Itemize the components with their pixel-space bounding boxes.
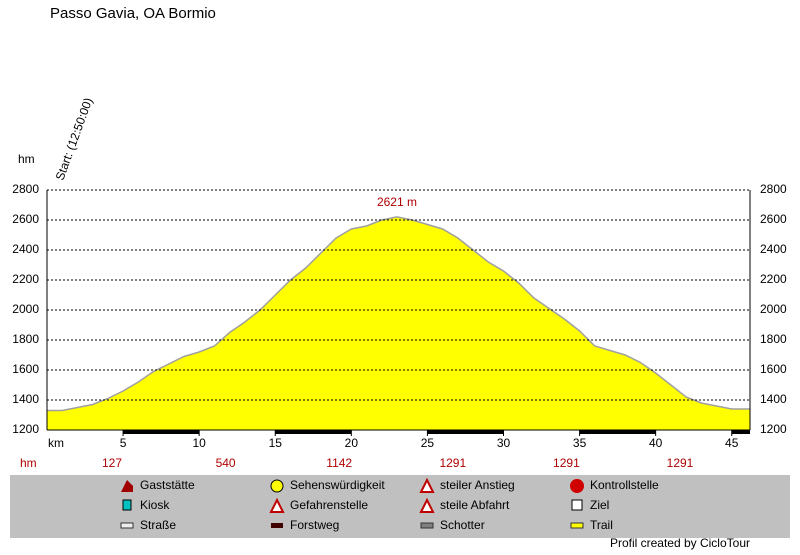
y-tick-label: 2000 [12,302,39,316]
y2-tick-label: 2000 [760,302,787,316]
hm-value: 1291 [667,456,694,470]
footer: Profil created by CicloTour [610,536,750,550]
icon-gefahrenstelle [269,497,285,513]
legend-label: Gaststätte [140,478,195,492]
profile-line [47,216,750,412]
legend-label: Trail [590,518,613,532]
legend-label: Straße [140,518,176,532]
y-tick-label: 2400 [12,242,39,256]
km-band [427,430,504,434]
hm-row-label: hm [20,456,37,470]
y-tick-label: 2600 [12,212,39,226]
y-tick-label: 2800 [12,182,39,196]
icon-gaststaette [121,480,133,492]
icon-sehenswuerdigkeit [270,479,284,493]
x-tick-label: 10 [192,436,206,450]
y2-tick-label: 1800 [760,332,787,346]
x-tick-label: 15 [269,436,283,450]
x-tick-label: 25 [421,436,435,450]
legend-label: Kiosk [140,498,170,512]
km-band [275,430,352,434]
icon-ziel [571,499,583,511]
x-tick-label: 40 [649,436,663,450]
legend-label: Schotter [440,518,485,532]
km-band [731,430,750,434]
y2-tick-label: 2200 [760,272,787,286]
legend-icons [120,477,584,529]
icon-strasse [120,522,134,529]
hm-value: 127 [102,456,122,470]
x-axis-label: km [48,436,64,450]
legend-label: Ziel [590,498,609,512]
km-band [579,430,656,434]
legend-label: Sehenswürdigkeit [290,478,385,492]
legend-label: steiler Anstieg [440,478,515,492]
icon-forstweg [271,523,283,528]
icon-kontrollstelle [570,479,584,493]
y2-tick-label: 1400 [760,392,787,406]
hm-value: 540 [216,456,236,470]
legend-label: Gefahrenstelle [290,498,368,512]
y2-tick-label: 2600 [760,212,787,226]
legend-label: Kontrollstelle [590,478,659,492]
legend-label: Forstweg [290,518,339,532]
icon-steile-abfahrt [419,497,435,513]
y2-tick-label: 2400 [760,242,787,256]
x-tick-label: 35 [573,436,587,450]
y-tick-label: 1800 [12,332,39,346]
icon-kiosk [122,499,132,511]
start-label: Start: (12:50:00) [53,96,96,182]
icon-steiler-anstieg [419,477,435,493]
icon-schotter [420,522,434,529]
y-tick-label: 1400 [12,392,39,406]
km-band [123,430,200,434]
legend-box [10,475,790,538]
chart-title: Passo Gavia, OA Bormio [50,5,216,22]
y-axis-label: hm [18,152,35,166]
x-tick-label: 45 [725,436,739,450]
peak-label: 2621 m [377,195,417,209]
y-tick-label: 1600 [12,362,39,376]
y-tick-label: 1200 [12,422,39,436]
x-tick-label: 5 [120,436,127,450]
y2-tick-label: 1200 [760,422,787,436]
legend-label: steile Abfahrt [440,498,510,512]
profile-area [47,216,750,430]
hm-value: 1291 [553,456,580,470]
hm-value: 1291 [439,456,466,470]
x-tick-label: 20 [345,436,359,450]
hm-value: 1142 [326,456,352,470]
x-tick-label: 30 [497,436,511,450]
y2-tick-label: 1600 [760,362,787,376]
y2-tick-label: 2800 [760,182,787,196]
icon-trail [570,522,584,529]
y-tick-label: 2200 [12,272,39,286]
